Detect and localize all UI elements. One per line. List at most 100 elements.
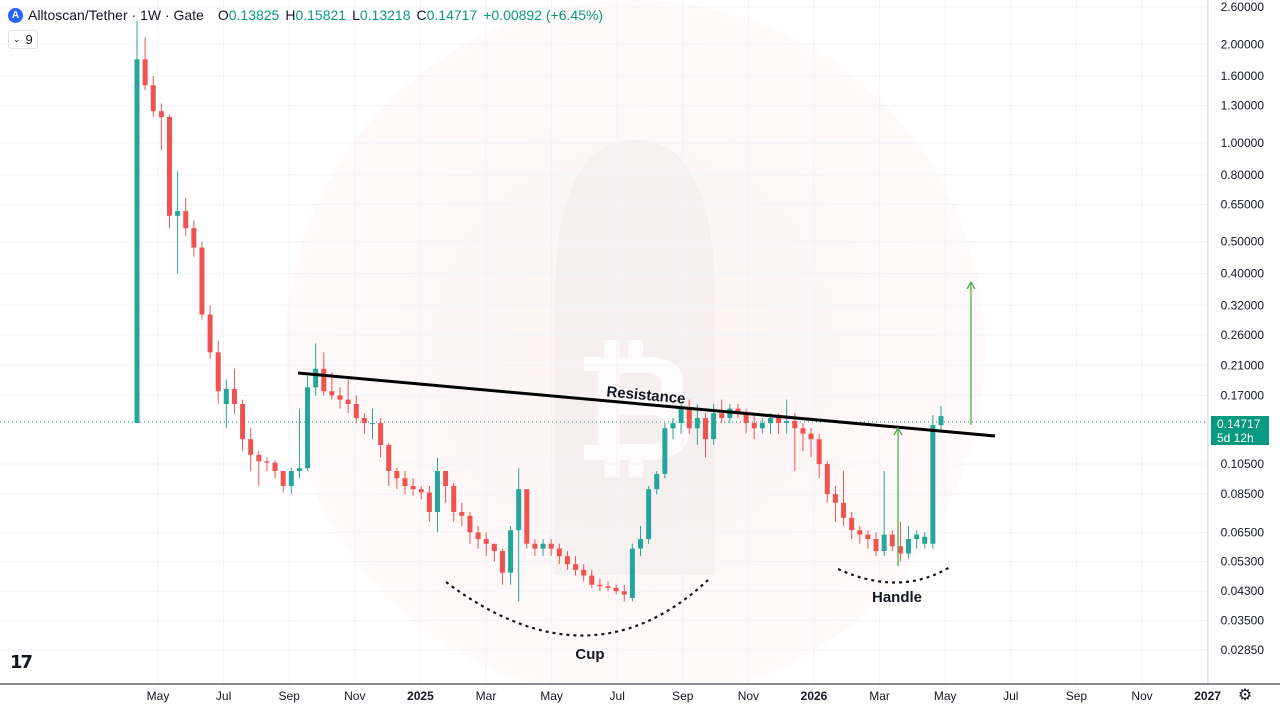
candle [938,405,944,432]
candle [158,103,164,151]
tradingview-logo-icon[interactable]: 17 [10,652,33,673]
candle [532,539,538,557]
indicators-toggle[interactable]: ⌄ 9 [8,30,38,49]
cup-curve [445,579,709,637]
candle [296,408,302,479]
y-tick-label: 0.65000 [1221,197,1265,211]
candle [418,486,424,500]
candle [459,502,465,526]
symbol-title[interactable]: Alltoscan/Tether · 1W · Gate [28,7,204,23]
candle [483,532,489,557]
last-price-tag: 0.14717 5d 12h [1211,416,1269,445]
change-value: +0.00892 (+6.45%) [483,7,604,23]
candle [240,399,246,452]
x-tick-label: May [147,689,170,703]
target-arrow-up [966,280,976,425]
y-tick-label: 0.08500 [1221,487,1265,501]
indicators-count: 9 [25,32,33,47]
candle [759,418,765,434]
y-tick-label: 0.06500 [1221,525,1265,539]
resistance-line [297,371,996,438]
candle [353,395,359,424]
candle [694,404,700,446]
candle [638,525,644,557]
candle [475,525,481,549]
candle [857,525,863,544]
handle-curve [837,566,951,584]
chevron-down-icon: ⌄ [13,34,21,44]
candle [646,486,652,544]
measure-arrow-up [893,426,903,566]
candle [207,305,213,359]
price-axis[interactable]: 2.60000 2.00000 1.60000 1.30000 1.00000 0.800… [1207,0,1280,684]
x-tick-label: Sep [1066,689,1088,703]
candle [288,468,294,495]
candle [142,37,148,91]
candle [564,551,570,570]
candle [670,418,676,440]
x-tick-label: May [934,689,957,703]
x-tick-label: 2025 [407,689,434,703]
candle [556,543,562,565]
candle [508,525,514,585]
candle [410,478,416,496]
candle [702,413,708,458]
candle [662,423,668,479]
candle [248,428,254,471]
candle [150,76,156,118]
y-tick-label: 0.03500 [1221,614,1265,628]
open-key: O [217,7,229,23]
high-value: 0.15821 [295,7,347,23]
candle [841,471,847,526]
candle [581,564,587,582]
y-tick-label: 0.32000 [1221,298,1265,312]
time-axis[interactable]: May Jul Sep Nov 2025 Mar May Jul Sep Nov 2026 Mar Ma… [0,683,1280,708]
candle [686,399,692,434]
candle [808,428,814,458]
y-tick-label: 2.00000 [1221,37,1265,51]
candle [548,539,554,557]
x-tick-label: Jul [216,689,231,703]
candle [906,525,912,559]
y-tick-label: 0.05300 [1221,554,1265,568]
candle [751,413,757,440]
candle [256,451,262,487]
candle [735,404,741,419]
candle [865,530,871,549]
gear-icon[interactable]: ⚙ [1237,687,1253,704]
candle [573,556,579,576]
y-tick-label: 0.50000 [1221,235,1265,249]
candle [914,530,920,549]
svg-text:₿: ₿ [574,322,696,496]
candle [199,241,205,320]
candle [183,197,189,237]
candle [930,415,936,549]
last-price-value: 0.14717 [1217,417,1261,431]
cup-label: Cup [575,646,604,663]
candle [873,532,879,557]
candle [402,471,408,495]
y-tick-label: 0.04300 [1221,584,1265,598]
candle [897,521,903,562]
x-tick-label: Jul [610,689,625,703]
candle [378,418,384,458]
candle [134,21,140,424]
candle [499,548,505,585]
candle [889,530,895,552]
handle-label: Handle [872,589,922,606]
candle [613,584,619,595]
y-tick-label: 2.60000 [1221,0,1265,14]
candle [540,539,546,557]
bar-countdown: 5d 12h [1217,431,1254,445]
candle [467,511,473,544]
y-tick-label: 0.21000 [1221,358,1265,372]
y-tick-label: 0.40000 [1221,267,1265,281]
high-key: H [285,7,296,23]
candle [524,489,530,549]
y-tick-label: 0.80000 [1221,168,1265,182]
x-tick-label: 2026 [801,689,828,703]
candle [629,543,635,602]
candle [272,460,278,479]
y-tick-label: 1.00000 [1221,136,1265,150]
